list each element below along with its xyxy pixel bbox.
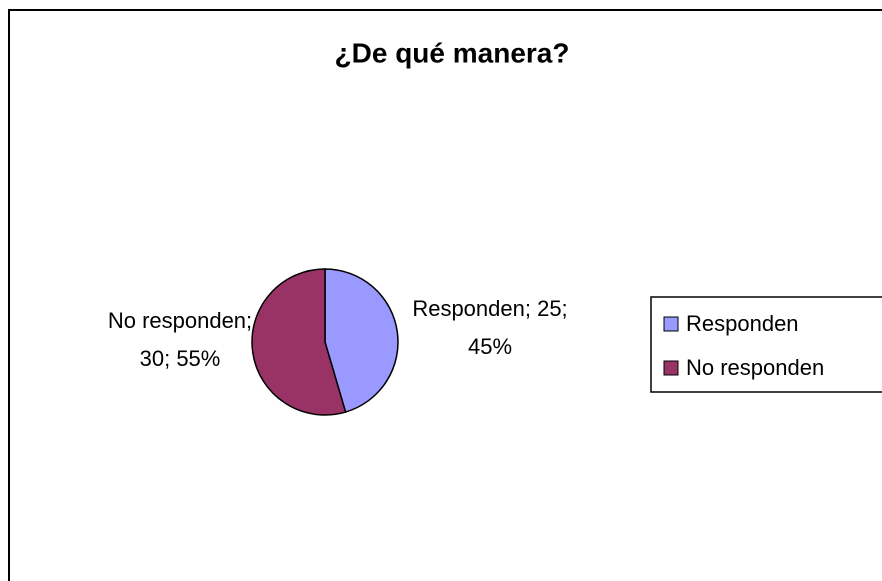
- pie-slice: [251, 268, 347, 416]
- chart-title: ¿De qué manera?: [335, 37, 570, 68]
- legend-swatch: [663, 316, 679, 332]
- legend: [650, 296, 882, 393]
- legend-swatch: [663, 360, 679, 376]
- legend-label: No responden: [686, 355, 824, 380]
- chart-border: [8, 9, 882, 581]
- legend-label: Responden: [686, 311, 799, 336]
- pie-slice: [324, 268, 399, 413]
- data-label: Responden; 25; 45%: [412, 296, 568, 359]
- data-label: No responden; 30; 55%: [107, 308, 253, 371]
